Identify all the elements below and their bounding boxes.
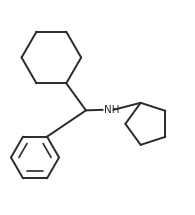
Text: NH: NH bbox=[104, 105, 120, 115]
